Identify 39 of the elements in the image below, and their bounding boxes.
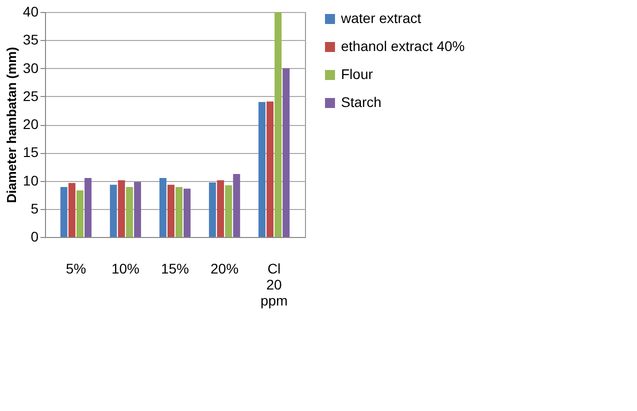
bar <box>118 180 125 237</box>
legend-label: Starch <box>341 94 382 110</box>
bar <box>134 182 142 237</box>
bar <box>266 101 274 237</box>
y-tick-label: 30 <box>22 60 39 76</box>
y-tick-label: 0 <box>30 228 39 244</box>
y-axis-title: Diameter hambatan (mm) <box>4 46 19 204</box>
y-tick-label: 20 <box>22 116 39 132</box>
bar <box>126 186 133 237</box>
bar <box>258 102 266 237</box>
legend-label: ethanol extract 40% <box>341 38 465 54</box>
y-tick-label: 40 <box>22 4 39 20</box>
bar <box>176 186 183 237</box>
bar <box>208 182 216 237</box>
bar <box>274 12 282 237</box>
y-tick-label: 25 <box>22 88 39 104</box>
bar <box>217 180 224 237</box>
bar <box>159 178 166 237</box>
x-tick-label: 15% <box>160 260 190 276</box>
bar <box>60 186 68 237</box>
bar <box>76 190 84 237</box>
legend-label: Flour <box>341 66 374 82</box>
y-tick-label: 5 <box>30 200 39 216</box>
y-tick-label: 35 <box>22 32 39 48</box>
legend-label: water extract <box>340 10 422 26</box>
y-tick-label: 15 <box>22 144 39 160</box>
bar <box>68 183 76 237</box>
bar <box>282 68 290 237</box>
bar <box>233 174 240 237</box>
bar <box>84 178 92 237</box>
x-tick-label: Cl 20 ppm <box>260 260 288 308</box>
bar <box>110 184 117 237</box>
x-tick-label: 10% <box>111 260 140 276</box>
x-tick-label: 20% <box>210 260 239 276</box>
bar <box>167 184 174 237</box>
x-tick-label: 5% <box>66 260 86 276</box>
y-tick-label: 10 <box>22 172 39 188</box>
bar <box>225 185 232 237</box>
bar <box>184 188 191 237</box>
